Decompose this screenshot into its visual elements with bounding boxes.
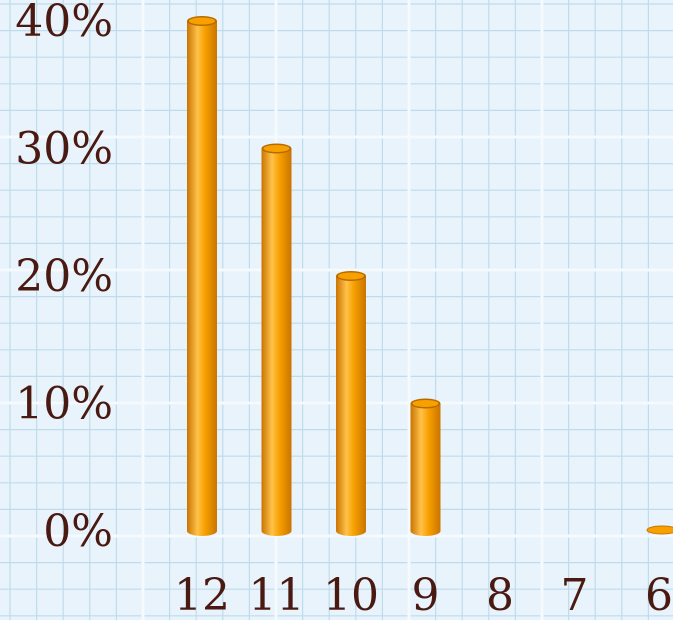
bar-10 (336, 271, 366, 536)
bar-zero-disk (646, 525, 673, 535)
y-tick-label: 20% (15, 251, 113, 302)
x-tick-label: 11 (249, 570, 305, 620)
y-axis-tick-labels: 0% 10% 20% 30% 40% (15, 0, 113, 557)
y-tick-label: 0% (43, 506, 113, 557)
bar-body (261, 148, 292, 536)
bar-cap-inner (338, 272, 364, 280)
x-axis-tick-labels: 12 11 10 9 8 7 6 (174, 570, 673, 620)
x-tick-label: 8 (486, 570, 514, 620)
x-tick-label: 7 (561, 570, 589, 620)
bar-9 (410, 398, 441, 536)
x-tick-label: 9 (412, 570, 440, 620)
x-tick-label: 12 (174, 570, 230, 620)
bar-11 (261, 143, 292, 536)
bar-body (410, 403, 441, 536)
y-tick-label: 10% (15, 379, 113, 430)
bar-cap-inner (189, 17, 215, 25)
bar-cap-inner (412, 400, 439, 407)
bar-body (336, 276, 366, 536)
x-tick-label: 10 (323, 570, 379, 620)
bar-body (187, 21, 217, 536)
x-tick-label: 6 (645, 570, 673, 620)
bar-12 (187, 16, 217, 536)
y-tick-label: 40% (15, 0, 113, 47)
bar-cap-inner (263, 145, 290, 152)
y-tick-label: 30% (15, 124, 113, 175)
bars (187, 16, 673, 536)
bar-6 (646, 525, 673, 535)
